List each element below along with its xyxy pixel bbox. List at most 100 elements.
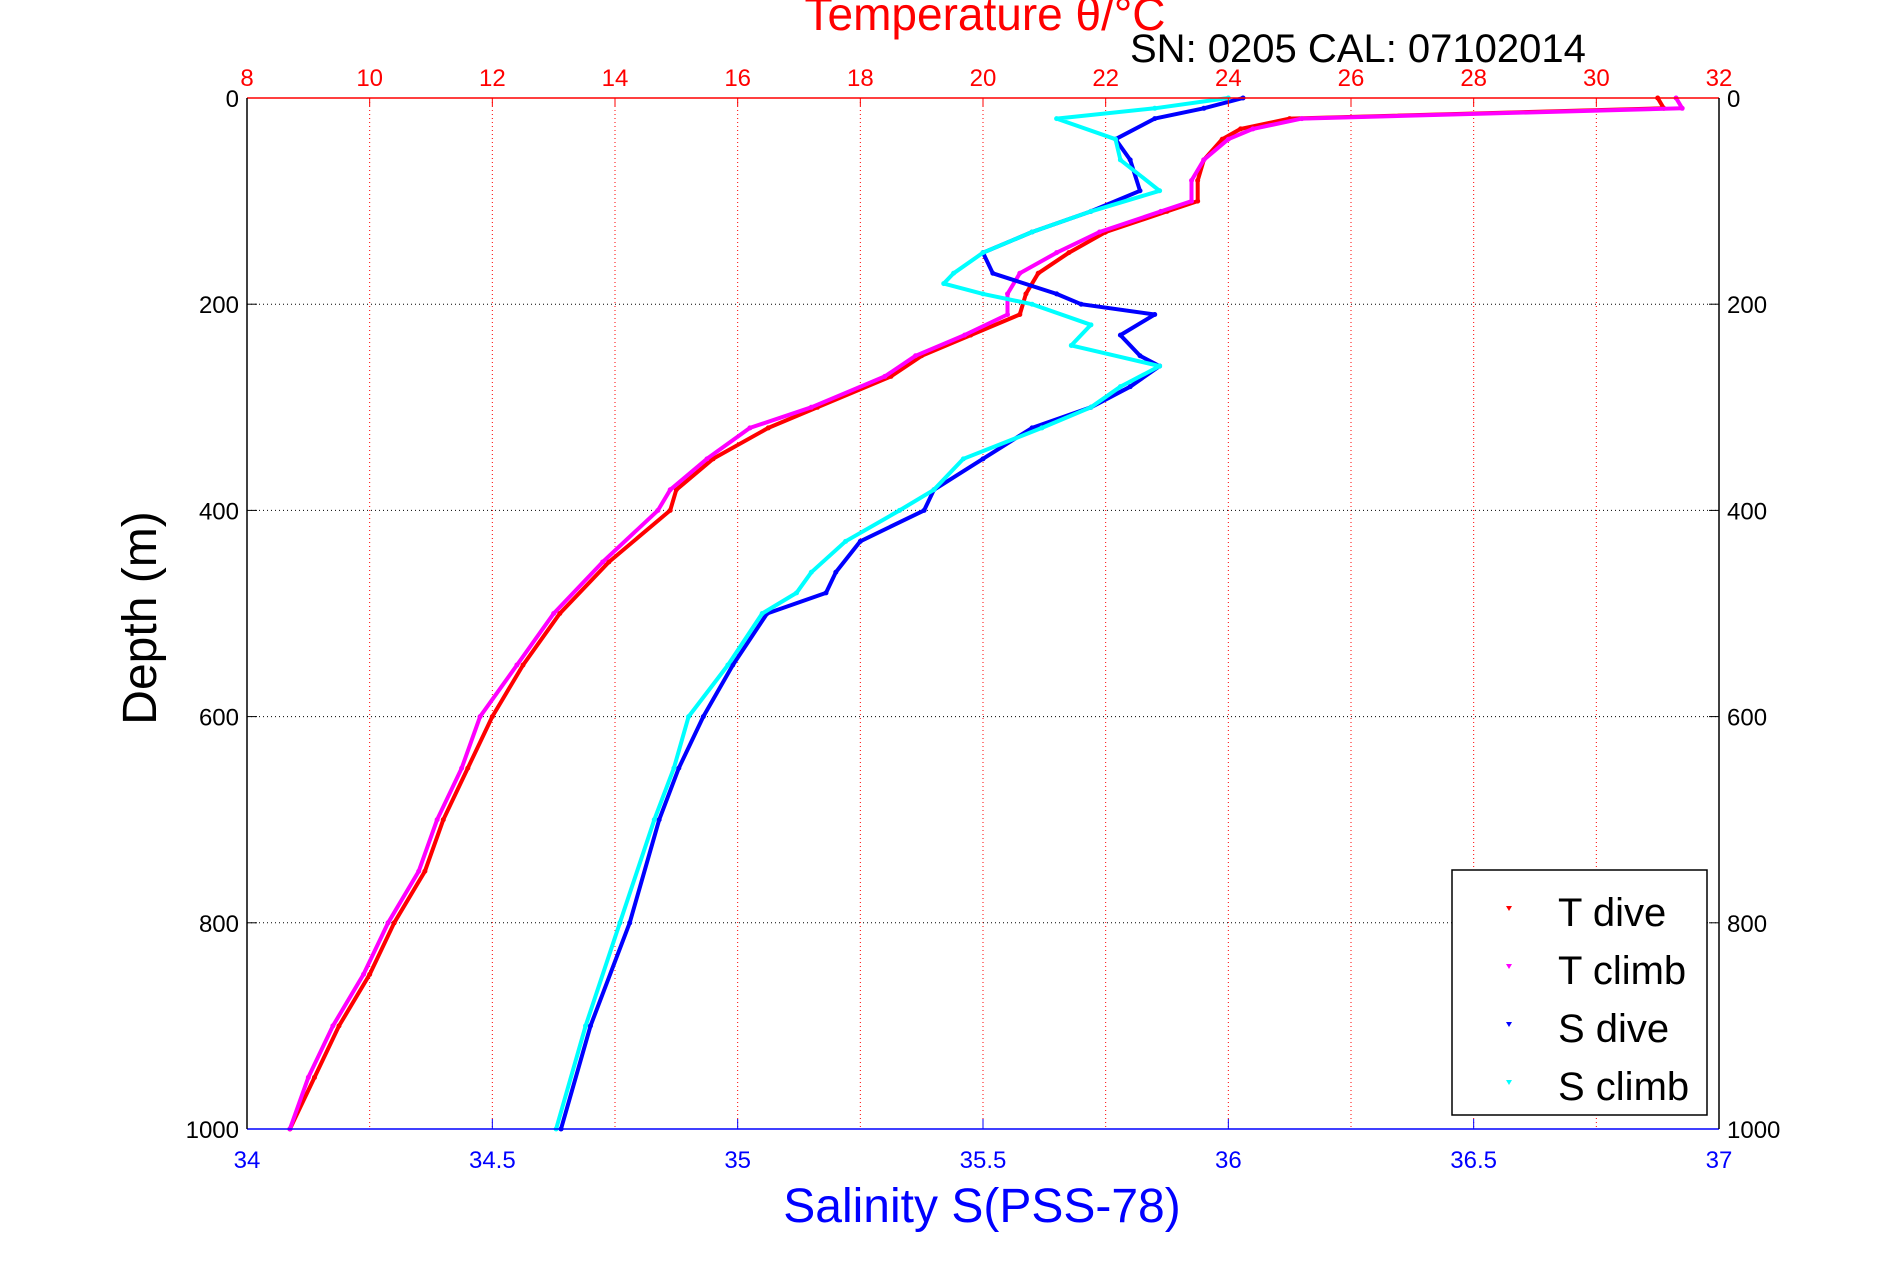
data-point [1152, 312, 1158, 318]
chart-subtitle: SN: 0205 CAL: 07102014 [1130, 27, 1586, 71]
data-point [765, 425, 771, 431]
y-tick-label: 0 [226, 86, 239, 113]
data-point [1088, 404, 1094, 410]
data-point [1088, 208, 1094, 214]
data-point [1088, 322, 1094, 328]
x-axis-label: Salinity S(PSS-78) [783, 1180, 1180, 1233]
series-t-dive [288, 96, 1666, 1130]
data-point [1158, 208, 1164, 214]
data-point [960, 456, 966, 462]
data-point [520, 662, 526, 668]
data-point [459, 765, 465, 771]
x-bottom-tick-label: 37 [1706, 1147, 1733, 1174]
y-tick-label-right: 400 [1727, 498, 1767, 525]
y-tick-label: 800 [199, 911, 239, 938]
legend-label: T climb [1558, 949, 1686, 993]
data-point [1189, 198, 1195, 204]
data-point [951, 270, 957, 276]
legend-label: S climb [1558, 1065, 1689, 1109]
data-point [1029, 229, 1035, 235]
data-point [1066, 250, 1072, 256]
data-point [700, 714, 706, 720]
data-point [1238, 126, 1244, 132]
data-point [422, 868, 428, 874]
data-point [311, 1074, 317, 1080]
data-point [1127, 157, 1133, 163]
legend-marker-icon [1506, 906, 1512, 911]
data-point [823, 590, 829, 596]
data-point [330, 1023, 336, 1029]
data-point [833, 569, 839, 575]
data-point [1679, 105, 1685, 111]
data-point [1097, 229, 1103, 235]
data-point [1157, 363, 1163, 369]
data-marks [287, 95, 1685, 1132]
legend-label: T dive [1558, 891, 1666, 935]
data-point [913, 353, 919, 359]
y-tick-label: 600 [199, 705, 239, 732]
data-point [1201, 105, 1207, 111]
data-point [1112, 136, 1118, 142]
data-point [897, 507, 903, 513]
data-point [434, 817, 440, 823]
legend-marker-icon [1506, 964, 1512, 969]
x-bottom-tick-label: 34.5 [469, 1147, 516, 1174]
data-point [1250, 126, 1256, 132]
legend-marker-icon [1506, 1022, 1512, 1027]
data-point [1137, 353, 1143, 359]
legend-label: S dive [1558, 1007, 1669, 1051]
x-top-tick-label: 10 [356, 65, 383, 92]
data-point [385, 920, 391, 926]
data-point [305, 1074, 311, 1080]
data-point [1054, 291, 1060, 297]
x-bottom-tick-label: 35 [724, 1147, 751, 1174]
x-top-tick-label: 26 [1338, 65, 1365, 92]
data-point [980, 291, 986, 297]
data-point [843, 538, 849, 544]
data-point [440, 817, 446, 823]
data-point [747, 425, 753, 431]
x-bottom-tick-label: 36 [1215, 1147, 1242, 1174]
data-point [465, 765, 471, 771]
data-point [1195, 198, 1201, 204]
data-point [583, 1023, 589, 1029]
data-point [651, 817, 657, 823]
data-point [617, 920, 623, 926]
data-point [980, 456, 986, 462]
y-tick-label-right: 0 [1727, 86, 1740, 113]
data-point [656, 817, 662, 823]
data-point [514, 662, 520, 668]
x-bottom-tick-label: 36.5 [1450, 1147, 1497, 1174]
data-point [477, 714, 483, 720]
data-point [1117, 157, 1123, 163]
data-point [980, 250, 986, 256]
y-axis-label: Depth (m) [114, 511, 167, 724]
data-point [1078, 301, 1084, 307]
data-point [1054, 250, 1060, 256]
x-top-tick-label: 8 [240, 65, 253, 92]
x-top-tick-label: 16 [724, 65, 751, 92]
data-point [1189, 177, 1195, 183]
legend: T dive T climb S dive S climb [1451, 869, 1708, 1116]
data-point [941, 281, 947, 287]
data-point [725, 662, 731, 668]
data-point [1225, 136, 1231, 142]
series-s-climb [554, 96, 1229, 1130]
x-bottom-tick-label: 34 [234, 1147, 261, 1174]
data-point [730, 662, 736, 668]
series-t-climb [288, 96, 1685, 1130]
data-point [606, 559, 612, 565]
data-point [1054, 116, 1060, 122]
data-point [704, 456, 710, 462]
data-point [759, 611, 765, 616]
x-top-tick-label: 24 [1215, 65, 1242, 92]
series-s-dive [559, 96, 1244, 1130]
data-point [1219, 136, 1225, 142]
y-tick-label-right: 200 [1727, 292, 1767, 319]
data-point [671, 765, 677, 771]
data-point [489, 714, 495, 720]
data-point [336, 1023, 342, 1029]
data-point [667, 487, 673, 493]
data-point [416, 868, 422, 874]
